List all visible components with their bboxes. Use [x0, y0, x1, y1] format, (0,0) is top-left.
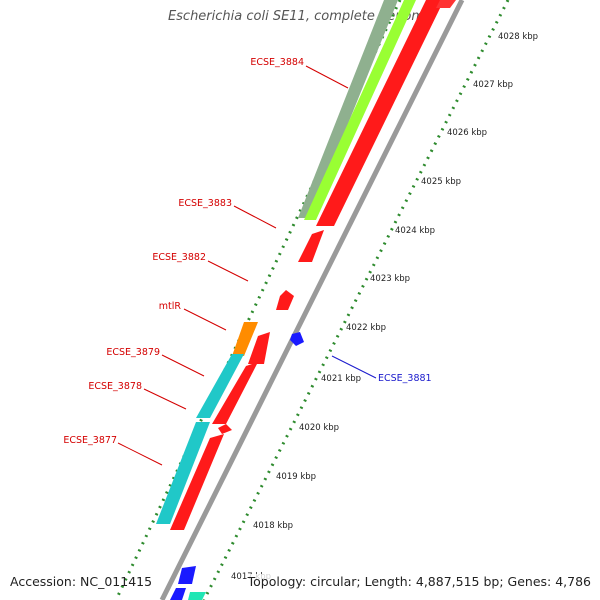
leader-line [233, 205, 277, 229]
tick-label: 4024 kbp [395, 226, 435, 236]
feature-cyan-upper [196, 354, 244, 418]
feature-sage [298, 0, 398, 218]
feature-teal-bottom [188, 592, 206, 600]
gc-track-inner [202, 0, 510, 600]
cds-ecse-3884 [316, 0, 444, 226]
map-title: Escherichia coli SE11, complete genome [167, 9, 433, 24]
gene-label: mtlR [159, 301, 182, 312]
tick-label: 4020 kbp [299, 423, 339, 433]
accession-text: Accession: NC_011415 [10, 574, 153, 589]
leader-line [143, 388, 187, 410]
tick-label: 4027 kbp [473, 80, 513, 90]
cds-blue-bottom-1 [178, 566, 196, 584]
leader-line [117, 442, 163, 466]
tick-label: 4025 kbp [421, 177, 461, 187]
tick-label: 4021 kbp [321, 374, 361, 384]
cds-ecse-3879 [212, 362, 258, 424]
leader-line [161, 354, 205, 377]
feature-orange [232, 322, 258, 356]
gene-label: ECSE_3878 [88, 381, 142, 392]
gene-label: ECSE_3877 [63, 435, 117, 446]
gene-labels: ECSE_3884 ECSE_3883 ECSE_3882 mtlR ECSE_… [63, 57, 431, 446]
leader-line [183, 308, 227, 331]
feature-lightgreen [304, 0, 416, 220]
cds-mtlR [248, 332, 270, 364]
tick-label: 4019 kbp [276, 472, 316, 482]
cds-ecse-3883 [298, 230, 324, 262]
feature-cyan-lower [156, 422, 210, 524]
tick-label: 4018 kbp [253, 521, 293, 531]
genome-info-text: Topology: circular; Length: 4,887,515 bp… [247, 574, 591, 589]
gene-label: ECSE_3883 [178, 198, 232, 209]
leader-line [305, 65, 349, 89]
gene-label: ECSE_3882 [152, 252, 206, 263]
cds-ecse-3881 [290, 332, 304, 346]
cds-ecse-3878 [218, 424, 232, 434]
leader-lines [117, 65, 377, 466]
cds-ecse-3877 [170, 434, 224, 530]
gene-label: ECSE_3884 [250, 57, 304, 68]
leader-line [331, 355, 377, 379]
gene-label: ECSE_3881 [378, 373, 432, 384]
cds-ecse-3884-arrow [436, 0, 456, 8]
tick-label: 4023 kbp [370, 274, 410, 284]
tick-label: 4022 kbp [346, 323, 386, 333]
tick-label: 4026 kbp [447, 128, 487, 138]
tick-label: 4028 kbp [498, 32, 538, 42]
genome-backbone [159, 0, 465, 600]
scale-labels: 4028 kbp 4027 kbp 4026 kbp 4025 kbp 4024… [231, 32, 538, 582]
gene-label: ECSE_3879 [106, 347, 160, 358]
leader-line [207, 260, 249, 282]
cds-ecse-3882 [276, 290, 294, 310]
cds-blue-bottom-2 [170, 588, 186, 600]
gc-track-outer [114, 0, 402, 600]
